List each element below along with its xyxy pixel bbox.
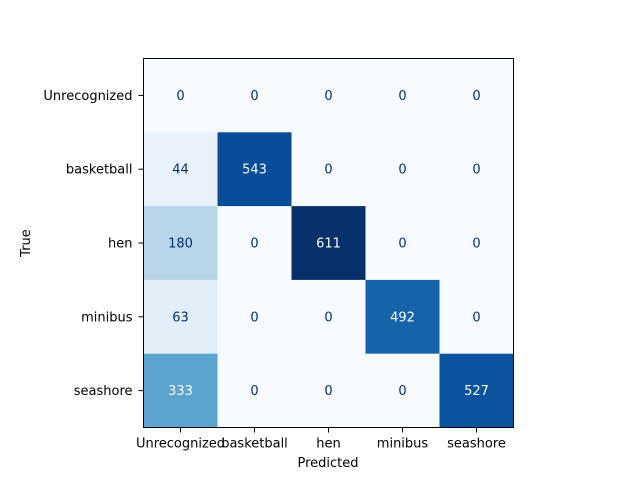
x-axis-label: Predicted	[297, 456, 358, 471]
heatmap-cell	[439, 58, 514, 133]
heatmap-cell	[143, 353, 218, 428]
y-tick-label: minibus	[81, 310, 133, 325]
values-layer: 0 0 0 0 0 44 543 0 0 0 180 0 611 0 0 63 0 0 492 0 333 0 0 0 527	[168, 89, 489, 399]
heatmap-cell	[217, 132, 292, 207]
heatmap-cell	[291, 132, 366, 207]
heatmap-cell	[291, 353, 366, 428]
y-axis-label: True	[19, 229, 34, 258]
heatmap-cell	[439, 206, 514, 281]
x-tick-label: Unrecognized	[136, 437, 225, 452]
cell-value-label: 0	[398, 89, 406, 104]
cells-layer	[143, 58, 514, 428]
cell-value-label: 492	[390, 310, 415, 325]
cell-value-label: 0	[472, 89, 480, 104]
heatmap-cell	[291, 58, 366, 133]
y-tick-label: hen	[108, 237, 132, 252]
heatmap-cell	[143, 279, 218, 355]
heatmap-cell	[439, 353, 514, 428]
heatmap-cell	[365, 58, 440, 133]
cell-value-label: 0	[176, 89, 184, 104]
cell-value-label: 0	[398, 163, 406, 178]
heatmap-cell	[291, 279, 366, 355]
heatmap-cell	[217, 353, 292, 428]
heatmap-cell	[439, 132, 514, 207]
cell-value-label: 44	[172, 163, 189, 178]
cell-value-label: 543	[242, 163, 267, 178]
cell-value-label: 0	[250, 384, 258, 399]
heatmap-cell	[365, 353, 440, 428]
cell-value-label: 0	[324, 384, 332, 399]
heatmap-cell	[365, 132, 440, 207]
heatmap-cell	[439, 279, 514, 355]
heatmap-cell	[291, 206, 366, 281]
cell-value-label: 0	[250, 89, 258, 104]
cell-value-label: 0	[250, 310, 258, 325]
heatmap-cell	[217, 279, 292, 355]
x-tick-label: seashore	[447, 437, 506, 452]
cell-value-label: 0	[472, 237, 480, 252]
cell-value-label: 0	[472, 163, 480, 178]
cell-value-label: 0	[324, 310, 332, 325]
cell-value-label: 0	[250, 237, 258, 252]
x-tick-label: hen	[316, 437, 340, 452]
cell-value-label: 527	[464, 384, 489, 399]
x-tick-label: basketball	[221, 437, 288, 452]
heatmap-cell	[143, 132, 218, 207]
cell-value-label: 0	[472, 310, 480, 325]
cell-value-label: 0	[324, 89, 332, 104]
cell-value-label: 180	[168, 237, 193, 252]
cell-value-label: 0	[398, 384, 406, 399]
cell-value-label: 333	[168, 384, 193, 399]
cell-value-label: 611	[316, 237, 341, 252]
cell-value-label: 0	[398, 237, 406, 252]
y-tick-label: seashore	[74, 384, 133, 399]
cell-value-label: 63	[172, 310, 189, 325]
x-tick-label: minibus	[377, 437, 429, 452]
y-tick-label: Unrecognized	[43, 89, 132, 104]
y-axis-ticks: Unrecognized basketball hen minibus seashore	[43, 89, 144, 399]
heatmap-cell	[217, 58, 292, 133]
heatmap-cell	[143, 58, 218, 133]
heatmap-cell	[143, 206, 218, 281]
heatmap-cell	[217, 206, 292, 281]
heatmap-cell	[365, 279, 440, 355]
y-tick-label: basketball	[66, 163, 133, 178]
cell-value-label: 0	[324, 163, 332, 178]
heatmap-cell	[365, 206, 440, 281]
